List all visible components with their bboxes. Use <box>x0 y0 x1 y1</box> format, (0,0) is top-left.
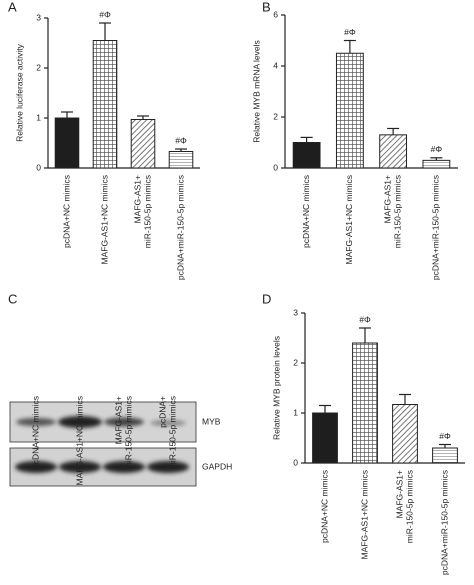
lane-label: pcDNA+NC mimics <box>30 396 40 469</box>
annotation: #Φ <box>439 431 451 441</box>
x-tick-label: pcDNA+miR-150-5p mimics <box>439 470 449 575</box>
bar <box>312 412 338 464</box>
x-tick-label: MAFG-AS1+NC mimics <box>344 175 354 265</box>
x-tick-label: MAFG-AS1+NC mimics <box>99 175 109 265</box>
band-label: GAPDH <box>202 461 232 471</box>
annotation: #Φ <box>431 144 443 154</box>
panel-label: A <box>8 0 17 14</box>
x-tick-label: miR-150-5p mimics <box>142 175 152 248</box>
x-tick-label: pcDNA+NC mimics <box>301 175 311 248</box>
lane-label: MAFG-AS1+NC mimics <box>74 396 84 486</box>
annotation: #Φ <box>359 314 371 324</box>
y-tick-label: 2 <box>273 111 278 121</box>
x-tick-label: pcDNA+NC mimics <box>61 175 71 248</box>
lane-label: MAFG-AS1+ <box>113 396 123 444</box>
y-tick-label: 0 <box>36 162 41 172</box>
bar <box>422 159 451 169</box>
x-tick-label: miR-150-5p mimics <box>392 175 402 248</box>
y-axis-label: Relative MYB protein levels <box>271 336 281 440</box>
y-tick-label: 0 <box>273 162 278 172</box>
y-tick-label: 2 <box>293 357 298 367</box>
y-tick-label: 3 <box>36 12 41 22</box>
lane-label: miR-150-5p mimics <box>167 396 177 469</box>
bar <box>130 119 156 169</box>
y-tick-label: 6 <box>273 9 278 19</box>
lane-label: miR-150-5p mimics <box>123 396 133 469</box>
bar <box>392 404 418 464</box>
y-tick-label: 2 <box>36 62 41 72</box>
y-tick-label: 1 <box>36 112 41 122</box>
annotation: #Φ <box>99 9 111 19</box>
y-axis-label: Relative luciferase activity <box>14 43 24 142</box>
x-tick-label: MAFG-AS1+ <box>132 175 142 223</box>
panel-label: B <box>262 0 271 14</box>
bar <box>379 134 408 169</box>
y-tick-label: 1 <box>293 407 298 417</box>
lane-label: pcDNA+ <box>157 396 167 428</box>
y-tick-label: 0 <box>293 457 298 467</box>
panel-label: C <box>8 291 17 306</box>
panel-label: D <box>262 291 271 306</box>
y-tick-label: 3 <box>293 307 298 317</box>
bar <box>352 342 378 464</box>
bar <box>335 52 364 169</box>
bar <box>432 447 458 464</box>
y-tick-label: 4 <box>273 60 278 70</box>
band-label: MYB <box>202 416 221 426</box>
annotation: #Φ <box>175 135 187 145</box>
annotation: #Φ <box>344 27 356 37</box>
y-axis-label: Relative MYB mRNA levels <box>251 40 261 143</box>
x-tick-label: pcDNA+NC mimics <box>319 470 329 543</box>
x-tick-label: pcDNA+miR-150-5p mimics <box>431 175 441 280</box>
x-tick-label: pcDNA+miR-150-5p mimics <box>175 175 185 280</box>
bar <box>292 142 321 169</box>
x-tick-label: miR-150-5p mimics <box>404 470 414 543</box>
x-tick-label: MAFG-AS1+ <box>394 470 404 518</box>
x-tick-label: MAFG-AS1+NC mimics <box>359 470 369 560</box>
blot-image <box>9 401 197 487</box>
x-tick-label: MAFG-AS1+ <box>382 175 392 223</box>
bar <box>54 117 80 169</box>
bar <box>168 151 194 169</box>
bar <box>92 40 118 169</box>
